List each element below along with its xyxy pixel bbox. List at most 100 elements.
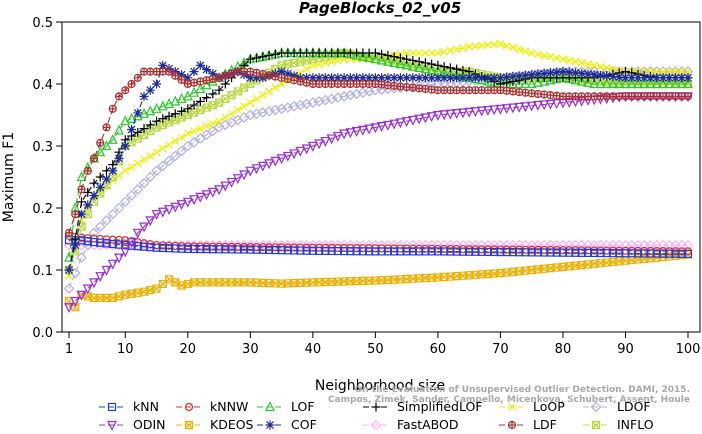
series-point-simplifiedlof bbox=[95, 172, 105, 182]
series-point-lof bbox=[114, 124, 124, 135]
series-point-loop bbox=[215, 117, 223, 126]
series-point-knn bbox=[358, 247, 367, 256]
series-point-cof bbox=[120, 141, 130, 151]
legend-label: kNNW bbox=[210, 399, 248, 414]
series-point-loop bbox=[477, 41, 486, 50]
series-point-lof bbox=[157, 100, 168, 111]
series-point-loop bbox=[546, 52, 555, 61]
series-point-ldof bbox=[320, 94, 331, 106]
series-point-knn bbox=[321, 246, 330, 256]
series-point-cof bbox=[477, 73, 487, 83]
series-point-cof bbox=[170, 67, 180, 77]
series-point-lof bbox=[670, 78, 681, 89]
series-point-lof bbox=[532, 76, 543, 87]
series-point-knn bbox=[408, 247, 417, 256]
series-point-knn bbox=[252, 245, 261, 254]
series-point-fastabod bbox=[682, 239, 694, 251]
series-point-cof bbox=[314, 73, 324, 83]
x-tick-label: 70 bbox=[492, 342, 509, 357]
series-point-lof bbox=[120, 115, 131, 126]
legend-swatch-marker bbox=[508, 403, 516, 411]
series-point-odin bbox=[245, 166, 256, 177]
series-point-knn bbox=[239, 245, 249, 254]
series-point-loop bbox=[415, 49, 424, 57]
series-point-cof bbox=[652, 73, 662, 83]
series-point-cof bbox=[89, 191, 99, 201]
series-point-lof bbox=[107, 133, 118, 144]
series-point-ldf bbox=[102, 123, 111, 132]
series-point-ldf bbox=[64, 228, 74, 237]
series-point-knn bbox=[471, 247, 480, 256]
series-point-knn bbox=[146, 243, 155, 252]
series-point-odin bbox=[220, 181, 231, 192]
series-point-loop bbox=[609, 65, 617, 74]
series-point-knn bbox=[346, 247, 355, 256]
series-point-loop bbox=[527, 49, 536, 57]
series-point-simplifiedlof bbox=[145, 120, 155, 130]
series-point-cof bbox=[327, 73, 337, 83]
series-point-loop bbox=[659, 67, 667, 76]
legend-item-cof: COF bbox=[257, 417, 317, 432]
series-point-loop bbox=[183, 129, 192, 138]
series-point-ldof bbox=[326, 93, 337, 105]
series-point-loop bbox=[252, 94, 261, 103]
series-point-odin bbox=[270, 156, 281, 167]
series-point-lof bbox=[614, 78, 625, 89]
series-point-knn bbox=[540, 248, 549, 257]
series-point-cof bbox=[520, 70, 530, 80]
legend-swatch-marker bbox=[590, 401, 602, 413]
series-point-knn bbox=[271, 245, 280, 255]
series-point-cof bbox=[345, 73, 355, 83]
series-point-loop bbox=[559, 55, 567, 64]
series-point-odin bbox=[539, 100, 550, 111]
series-point-knn bbox=[677, 249, 686, 258]
series-point-knn bbox=[340, 246, 349, 256]
watermark-line-1: On the Evaluation of Unsupervised Outlie… bbox=[355, 385, 690, 395]
series-point-cof bbox=[495, 73, 505, 83]
series-point-cof bbox=[189, 67, 199, 77]
series-point-cof bbox=[664, 73, 674, 83]
series-point-ldof bbox=[313, 96, 325, 107]
series-line-knn bbox=[69, 239, 689, 255]
series-point-odin bbox=[276, 154, 287, 165]
series-point-odin bbox=[232, 174, 243, 185]
series-point-ldof bbox=[201, 129, 212, 141]
plot-frame bbox=[61, 21, 701, 333]
series-point-ldof bbox=[345, 89, 356, 101]
series-point-cof bbox=[195, 60, 205, 70]
series-point-knn bbox=[377, 247, 386, 256]
series-kdeos bbox=[64, 250, 693, 312]
y-tick-label: 0.0 bbox=[32, 326, 53, 341]
series-point-knn bbox=[465, 247, 474, 256]
series-point-knn bbox=[390, 247, 399, 256]
series-point-ldof bbox=[132, 184, 144, 195]
series-point-odin bbox=[526, 101, 537, 112]
series-point-odin bbox=[395, 118, 406, 129]
series-point-loop bbox=[302, 65, 311, 74]
series-point-loop bbox=[265, 87, 274, 96]
series-point-knn bbox=[583, 248, 593, 257]
series-point-cof bbox=[289, 71, 299, 81]
x-tick-label: 50 bbox=[367, 342, 384, 357]
x-tick-label: 60 bbox=[430, 342, 447, 357]
series-point-ldof bbox=[244, 109, 256, 121]
series-point-cof bbox=[383, 73, 393, 83]
series-point-ldof bbox=[363, 86, 375, 97]
series-point-odin bbox=[439, 110, 450, 121]
series-point-lof bbox=[101, 140, 112, 151]
series-point-ldf bbox=[627, 92, 636, 101]
series-point-knn bbox=[189, 244, 199, 254]
series-point-odin bbox=[332, 131, 343, 142]
series-point-knn bbox=[621, 249, 630, 258]
series-point-ldof bbox=[276, 103, 287, 115]
series-point-knn bbox=[277, 246, 286, 255]
series-point-loop bbox=[596, 62, 605, 71]
series-point-knn bbox=[477, 247, 486, 256]
series-point-simplifiedlof bbox=[395, 53, 405, 63]
series-point-cof bbox=[464, 73, 474, 83]
series-point-knn bbox=[177, 244, 186, 253]
series-point-cof bbox=[427, 73, 437, 83]
series-point-cof bbox=[539, 68, 549, 78]
series-point-ldf bbox=[683, 92, 693, 101]
series-point-odin bbox=[157, 207, 168, 218]
